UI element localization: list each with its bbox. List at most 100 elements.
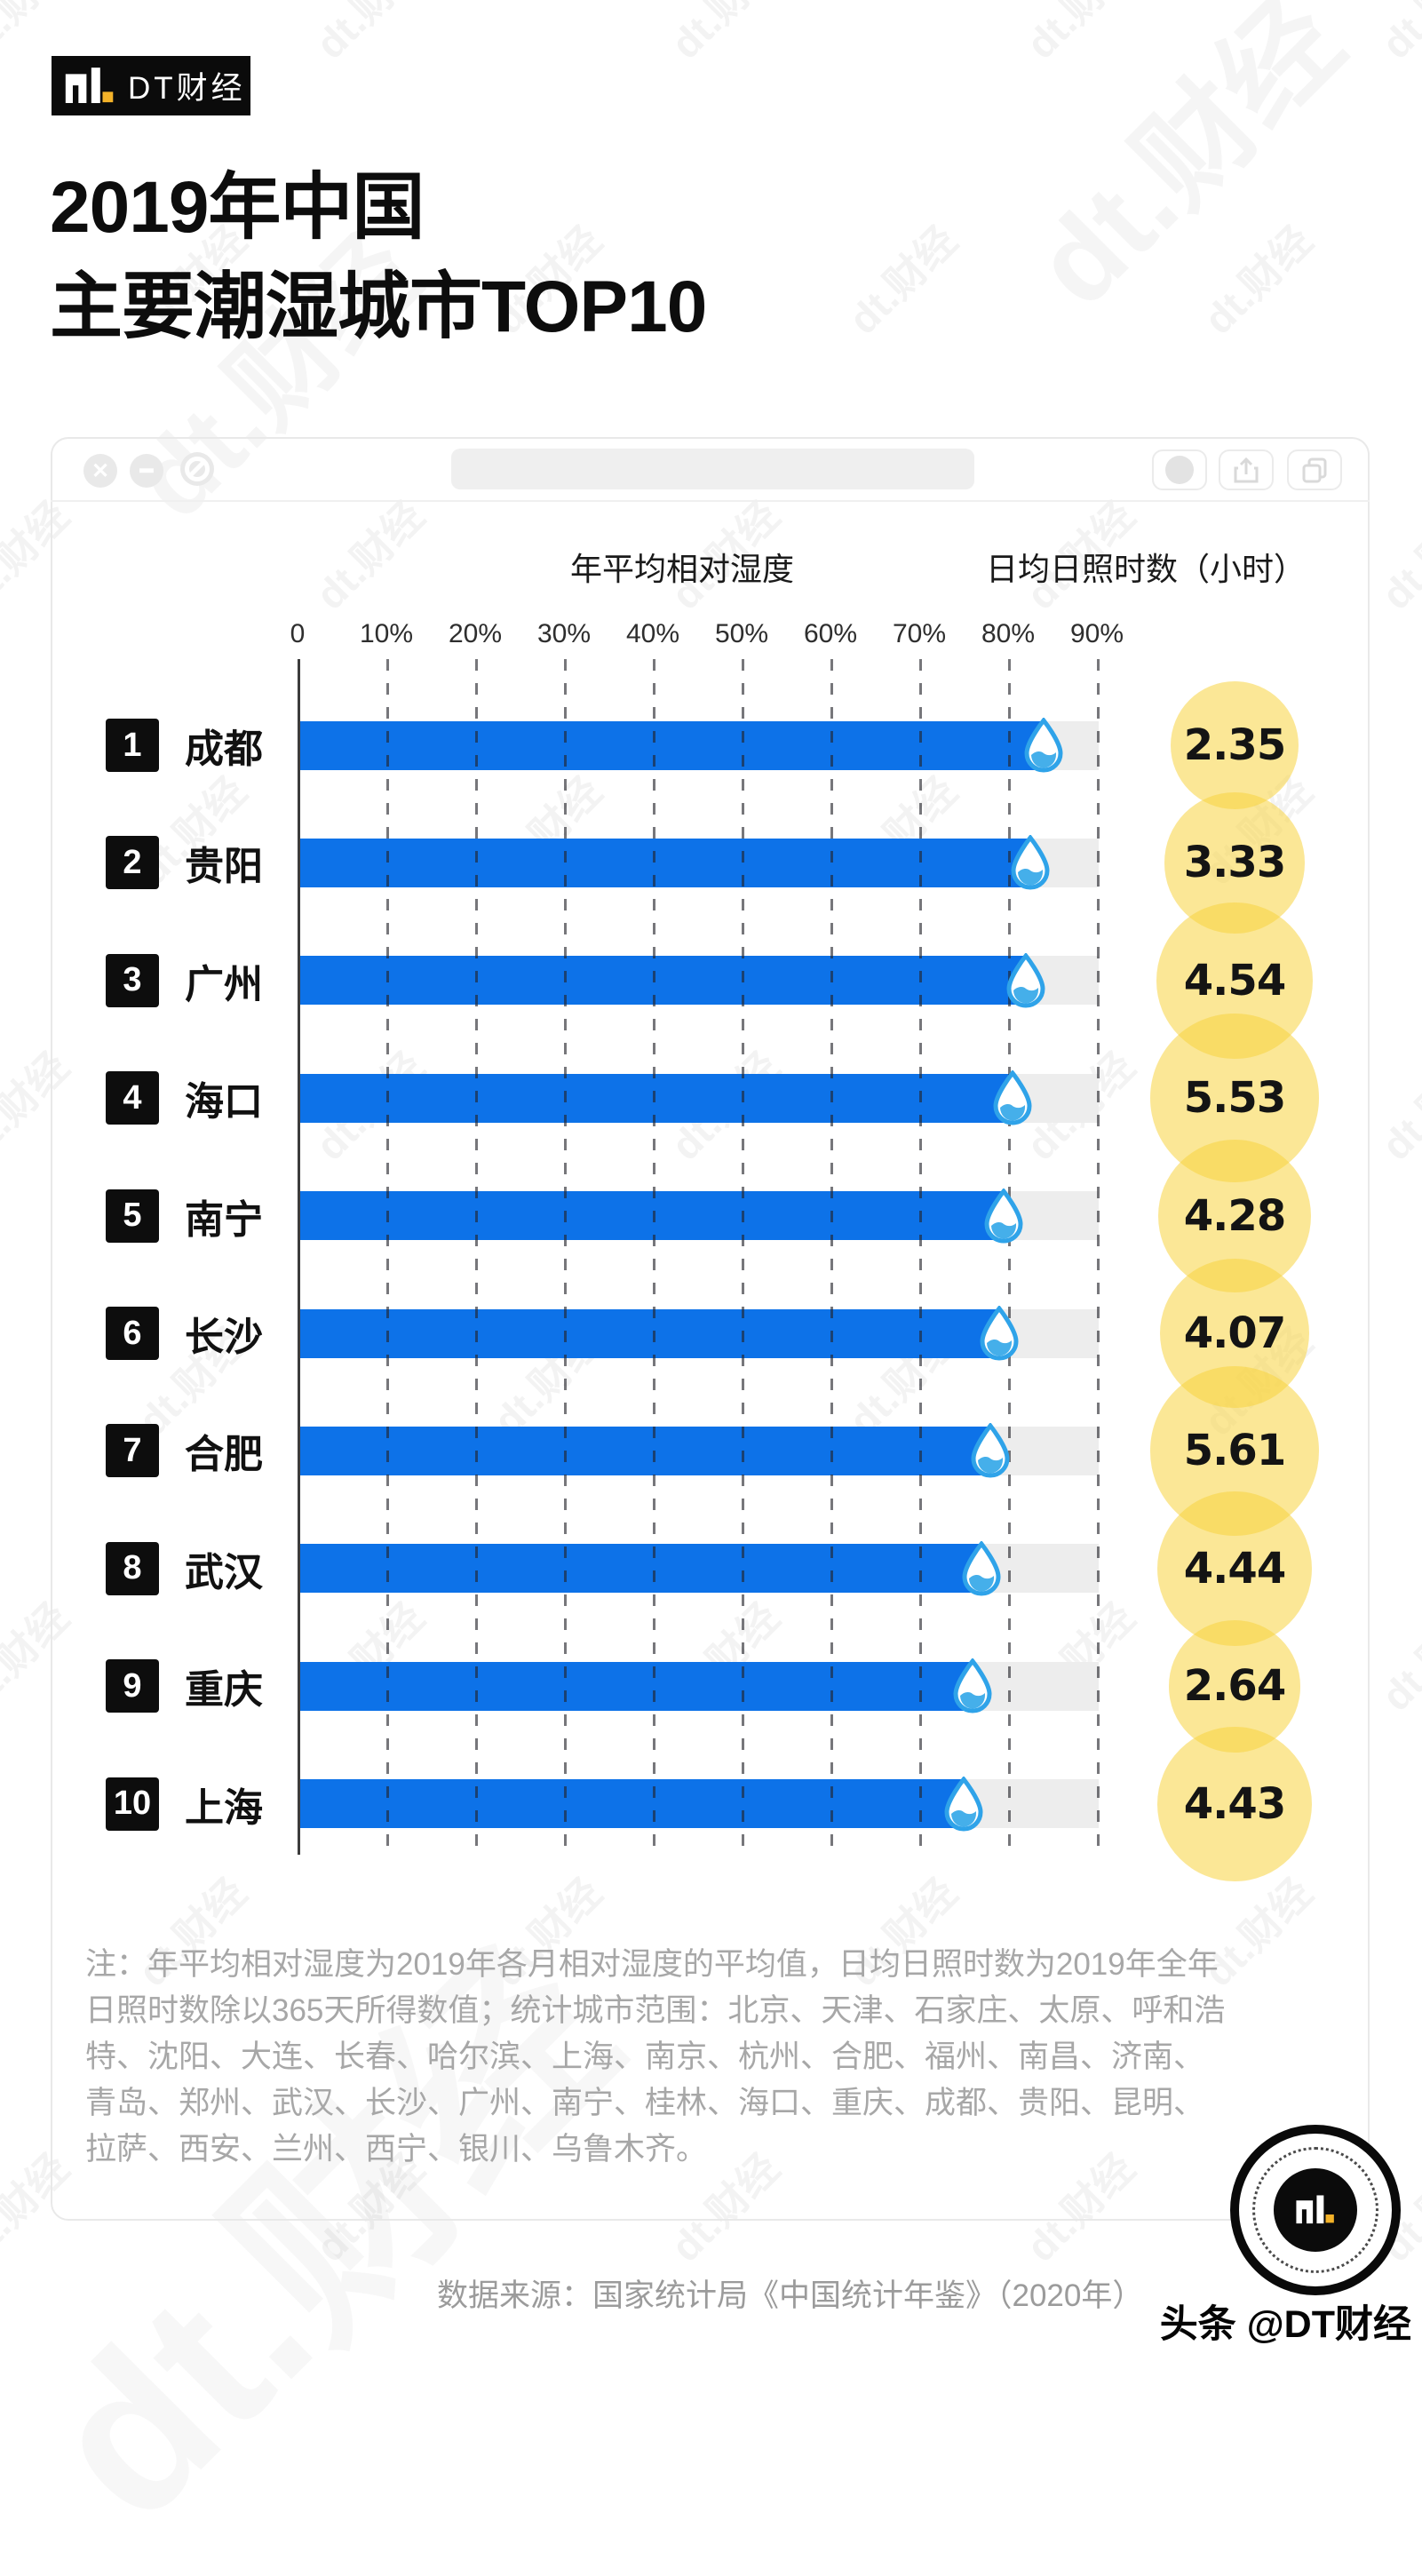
x-tick-label: 20% bbox=[448, 619, 503, 648]
city-label: 贵阳 bbox=[185, 845, 263, 889]
background-watermark: dt.财经 bbox=[1372, 1594, 1422, 1720]
background-watermark: dt.财经 bbox=[1372, 1043, 1422, 1169]
sunshine-value: 5.61 bbox=[1183, 1426, 1286, 1476]
rank-badge: 10 bbox=[106, 1777, 159, 1831]
data-source: 数据来源：国家统计局《中国统计年鉴》（2020年） bbox=[437, 2278, 1144, 2313]
block-icon[interactable] bbox=[180, 452, 214, 486]
rank-badge: 6 bbox=[106, 1307, 159, 1360]
share-icon bbox=[1234, 457, 1259, 483]
rank-badge: 5 bbox=[106, 1189, 159, 1243]
dt-logo-icon bbox=[1296, 2195, 1334, 2224]
x-tick-label: 10% bbox=[359, 619, 414, 648]
sunshine-bubble bbox=[1170, 680, 1299, 810]
x-tick-label: 40% bbox=[625, 619, 680, 648]
footnote: 注：年平均相对湿度为2019年各月相对湿度的平均值，日均日照时数为2019年全年… bbox=[85, 1942, 1225, 2173]
background-watermark: dt.财经 bbox=[1017, 0, 1144, 68]
block-glyph bbox=[185, 457, 210, 481]
water-drop-icon bbox=[959, 1539, 1004, 1596]
city-label: 武汉 bbox=[185, 1550, 263, 1594]
humidity-bar bbox=[299, 720, 1044, 770]
humidity-bar bbox=[299, 1308, 999, 1358]
seal-inner-disc bbox=[1274, 2168, 1357, 2252]
chart-card bbox=[51, 437, 1370, 2221]
sunshine-value: 2.64 bbox=[1183, 1661, 1286, 1712]
sunshine-value: 4.44 bbox=[1183, 1543, 1286, 1594]
brand-logo: DT财经 bbox=[52, 56, 250, 115]
y-axis-line bbox=[298, 659, 300, 1855]
gridline-dashed bbox=[1097, 659, 1100, 1855]
city-label: 重庆 bbox=[185, 1668, 263, 1713]
footnote-line: 注：年平均相对湿度为2019年各月相对湿度的平均值，日均日照时数为2019年全年 bbox=[85, 1947, 1219, 1982]
sunshine-value: 4.07 bbox=[1183, 1308, 1286, 1358]
rank-badge: 4 bbox=[106, 1071, 159, 1125]
water-drop-icon bbox=[977, 1304, 1021, 1361]
humidity-bar bbox=[299, 1426, 990, 1475]
rank-badge: 2 bbox=[106, 836, 159, 890]
humidity-bar bbox=[299, 1661, 973, 1711]
sunshine-value: 4.28 bbox=[1183, 1190, 1286, 1241]
share-button[interactable] bbox=[1219, 449, 1274, 490]
sunshine-axis-title: 日均日照时数（小时） bbox=[985, 551, 1307, 587]
x-tick-label: 70% bbox=[892, 619, 947, 648]
humidity-axis-title: 年平均相对湿度 bbox=[569, 551, 795, 587]
humidity-bar bbox=[299, 956, 1026, 1006]
water-drop-icon bbox=[941, 1775, 986, 1832]
background-watermark: dt.财经 bbox=[1195, 217, 1322, 343]
title-line2: 主要潮湿城市TOP10 bbox=[50, 266, 707, 347]
x-tick-label: 0 bbox=[290, 619, 306, 648]
water-drop-icon bbox=[950, 1658, 995, 1713]
rank-badge: 1 bbox=[106, 719, 159, 772]
title-line1: 2019年中国 bbox=[50, 167, 425, 248]
rank-badge: 7 bbox=[106, 1424, 159, 1478]
water-drop-icon bbox=[981, 1187, 1026, 1244]
city-label: 南宁 bbox=[185, 1197, 263, 1242]
sunshine-value: 4.54 bbox=[1183, 955, 1286, 1006]
city-label: 合肥 bbox=[185, 1433, 263, 1477]
background-watermark-large: dt.财经 bbox=[1010, 0, 1365, 330]
background-watermark: dt.财经 bbox=[1372, 0, 1422, 68]
humidity-bar bbox=[299, 1779, 964, 1829]
rank-badge: 8 bbox=[106, 1541, 159, 1595]
sunshine-bubble bbox=[1156, 1726, 1312, 1881]
dt-logo-icon bbox=[65, 67, 114, 103]
background-watermark: dt.财经 bbox=[1372, 492, 1422, 618]
city-label: 上海 bbox=[185, 1785, 263, 1830]
address-bar[interactable] bbox=[451, 449, 974, 489]
background-watermark: dt.财经 bbox=[839, 217, 966, 343]
rank-badge: 9 bbox=[106, 1659, 159, 1713]
water-drop-icon bbox=[1021, 716, 1066, 773]
duplicate-button[interactable] bbox=[1287, 449, 1342, 490]
record-dot-icon bbox=[1165, 456, 1194, 484]
x-tick-label: 30% bbox=[536, 619, 592, 648]
humidity-bar bbox=[299, 1544, 981, 1594]
city-label: 海口 bbox=[185, 1080, 263, 1125]
close-icon[interactable]: ✕ bbox=[83, 454, 117, 488]
x-tick-label: 50% bbox=[714, 619, 769, 648]
duplicate-icon bbox=[1302, 457, 1327, 483]
gridline-dashed bbox=[919, 659, 922, 1855]
water-drop-icon bbox=[968, 1422, 1013, 1478]
sunshine-value: 3.33 bbox=[1183, 838, 1286, 888]
minimize-icon[interactable]: ━ bbox=[130, 454, 163, 488]
gridline-dashed bbox=[564, 659, 567, 1855]
toutiao-watermark: 头条 @DT财经 bbox=[1159, 2303, 1411, 2346]
gridline-dashed bbox=[475, 659, 478, 1855]
footnote-line: 特、沈阳、大连、长春、哈尔滨、上海、南京、杭州、合肥、福州、南昌、济南、 bbox=[85, 2039, 1205, 2074]
humidity-bar bbox=[299, 1073, 1013, 1123]
sunshine-value: 2.35 bbox=[1183, 720, 1286, 770]
city-label: 广州 bbox=[185, 962, 263, 1006]
gridline-dashed bbox=[386, 659, 389, 1855]
footnote-line: 青岛、郑州、武汉、长沙、广州、南宁、桂林、海口、重庆、成都、贵阳、昆明、 bbox=[85, 2086, 1205, 2120]
record-button[interactable] bbox=[1152, 449, 1207, 490]
gridline-dashed bbox=[742, 659, 744, 1855]
sunshine-value: 4.43 bbox=[1183, 1778, 1286, 1829]
footnote-line: 日照时数除以365天所得数值；统计城市范围：北京、天津、石家庄、太原、呼和浩 bbox=[85, 1993, 1226, 2028]
water-drop-icon bbox=[990, 1069, 1035, 1125]
city-label: 长沙 bbox=[185, 1316, 263, 1359]
x-tick-label: 80% bbox=[981, 619, 1036, 648]
background-watermark: dt.财经 bbox=[662, 0, 789, 68]
x-tick-label: 90% bbox=[1069, 619, 1124, 648]
rank-badge: 3 bbox=[106, 953, 159, 1007]
gridline-dashed bbox=[1008, 659, 1011, 1855]
footnote-line: 拉萨、西安、兰州、西宁、银川、乌鲁木齐。 bbox=[85, 2132, 708, 2167]
